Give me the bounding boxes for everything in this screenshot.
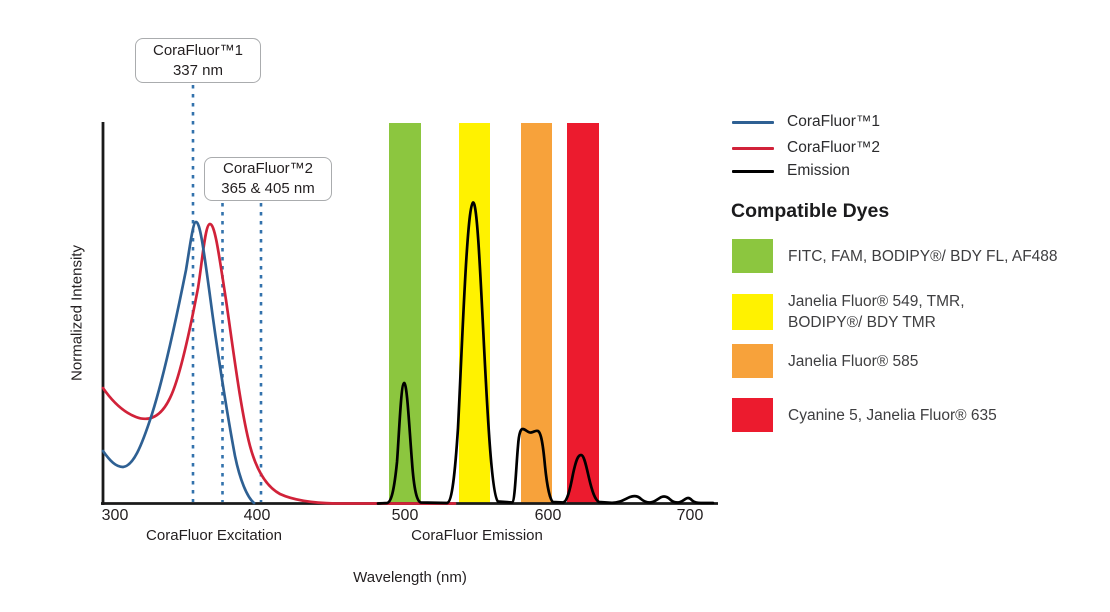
dye-label-red: Cyanine 5, Janelia Fluor® 635 [788,406,997,424]
dye-row-green: FITC, FAM, BODIPY®/ BDY FL, AF488 [732,239,1058,273]
x-axis-title: Wavelength (nm) [353,569,467,586]
y-axis-label: Normalized Intensity [68,245,86,381]
legend-item-emission: Emission [732,161,850,181]
legend-label: CoraFluor™2 [787,139,881,156]
x-tick-400: 400 [243,507,271,524]
legend-line-corafluor1 [732,120,774,124]
annotation-box-corafluor1: CoraFluor™1 337 nm [135,38,261,83]
corafluor1-excitation-curve [101,220,256,505]
legend-line-corafluor2 [732,146,774,150]
compatible-dyes-heading: Compatible Dyes [731,200,890,222]
dye-row-red: Cyanine 5, Janelia Fluor® 635 [732,398,997,432]
dye-label-yellow: Janelia Fluor® 549, TMR, BODIPY®/ BDY TM… [788,293,965,331]
x-tick-700: 700 [676,507,704,524]
dye-label-orange: Janelia Fluor® 585 [788,352,919,370]
corafluor2-excitation-curve [101,222,457,505]
dye-label-green: FITC, FAM, BODIPY®/ BDY FL, AF488 [788,247,1058,265]
dye-row-orange: Janelia Fluor® 585 [732,344,918,378]
emission-curve [376,201,715,505]
x-tick-500: 500 [391,507,419,524]
dye-swatch-green [732,239,773,273]
legend-label: CoraFluor™1 [787,113,881,130]
excitation-section-label: CoraFluor Excitation [146,527,282,544]
dye-swatch-yellow [732,294,773,330]
band-green [389,123,421,503]
dye-row-yellow: Janelia Fluor® 549, TMR, BODIPY®/ BDY TM… [732,291,965,333]
dye-swatch-orange [732,344,773,378]
legend-item-corafluor1: CoraFluor™1 [732,112,880,132]
emission-section-label: CoraFluor Emission [411,527,543,544]
band-red [567,123,599,503]
x-tick-300: 300 [101,507,129,524]
legend-label: Emission [787,162,850,179]
x-tick-600: 600 [534,507,562,524]
legend-item-corafluor2: CoraFluor™2 [732,138,880,158]
legend-line-emission [732,169,774,173]
band-orange [521,123,552,503]
annotation-box-corafluor2: CoraFluor™2 365 & 405 nm [204,157,332,201]
dye-swatch-red [732,398,773,432]
